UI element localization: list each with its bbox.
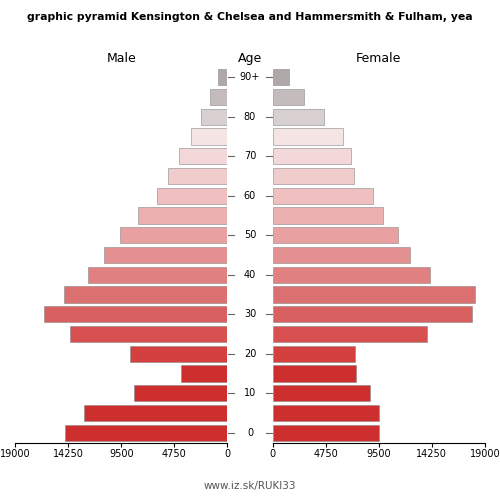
Text: 70: 70	[244, 152, 256, 162]
Bar	[272, 286, 475, 302]
Bar	[44, 306, 228, 322]
Bar	[272, 128, 343, 144]
Bar	[272, 227, 398, 244]
Bar	[120, 227, 228, 244]
Bar	[272, 306, 471, 322]
Text: 20: 20	[244, 348, 256, 358]
Bar	[272, 346, 355, 362]
Bar	[272, 247, 410, 263]
Bar	[210, 89, 228, 105]
Bar	[272, 208, 383, 224]
Bar	[272, 405, 379, 421]
Bar	[218, 70, 228, 86]
Bar	[66, 424, 228, 440]
Text: 0: 0	[247, 428, 253, 438]
Bar	[130, 346, 228, 362]
Title: Age: Age	[238, 52, 262, 65]
Bar	[180, 366, 228, 382]
Bar	[64, 286, 228, 302]
Text: 90+: 90+	[240, 72, 260, 83]
Text: 40: 40	[244, 270, 256, 280]
Bar	[134, 385, 228, 401]
Text: www.iz.sk/RUKI33: www.iz.sk/RUKI33	[204, 481, 296, 491]
Text: 50: 50	[244, 230, 256, 240]
Bar	[272, 89, 304, 105]
Bar	[272, 168, 354, 184]
Bar	[190, 128, 228, 144]
Bar	[272, 385, 370, 401]
Bar	[168, 168, 228, 184]
Bar	[84, 405, 228, 421]
Bar	[272, 148, 351, 164]
Bar	[272, 424, 379, 440]
Bar	[272, 109, 324, 125]
Title: Male: Male	[106, 52, 136, 65]
Text: graphic pyramid Kensington & Chelsea and Hammersmith & Fulham, yea: graphic pyramid Kensington & Chelsea and…	[27, 12, 473, 22]
Bar	[272, 266, 430, 283]
Text: 30: 30	[244, 309, 256, 319]
Bar	[138, 208, 228, 224]
Bar	[70, 326, 228, 342]
Bar	[272, 188, 373, 204]
Bar	[88, 266, 228, 283]
Bar	[104, 247, 228, 263]
Bar	[272, 326, 427, 342]
Text: 60: 60	[244, 191, 256, 201]
Title: Female: Female	[356, 52, 402, 65]
Bar	[272, 366, 356, 382]
Bar	[180, 148, 228, 164]
Bar	[157, 188, 228, 204]
Bar	[200, 109, 228, 125]
Text: 80: 80	[244, 112, 256, 122]
Text: 10: 10	[244, 388, 256, 398]
Bar	[272, 70, 288, 86]
